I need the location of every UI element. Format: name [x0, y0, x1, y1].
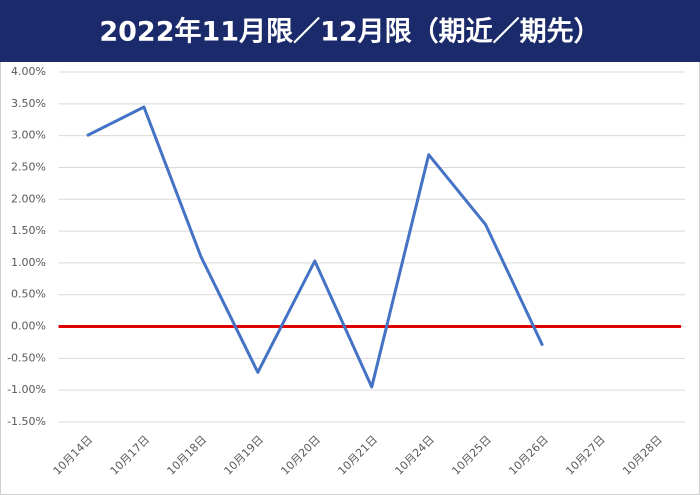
chart-title: 2022年11月限／12月限（期近／期先） — [99, 16, 600, 48]
y-tick-label: 0.00% — [11, 320, 46, 333]
y-tick-label: 2.00% — [11, 192, 46, 205]
title-banner — [0, 0, 700, 62]
y-tick-label: -1.50% — [7, 415, 46, 428]
y-tick-label: 2.50% — [11, 160, 46, 173]
y-tick-label: 3.50% — [11, 97, 46, 110]
line-series — [86, 105, 544, 389]
y-tick-label: 0.50% — [11, 288, 46, 301]
y-tick-label: -0.50% — [7, 351, 46, 364]
y-tick-label: 1.00% — [11, 256, 46, 269]
y-tick-label: 1.50% — [11, 224, 46, 237]
y-tick-label: -1.00% — [7, 383, 46, 396]
y-tick-label: 4.00% — [11, 65, 46, 78]
y-tick-label: 3.00% — [11, 129, 46, 142]
